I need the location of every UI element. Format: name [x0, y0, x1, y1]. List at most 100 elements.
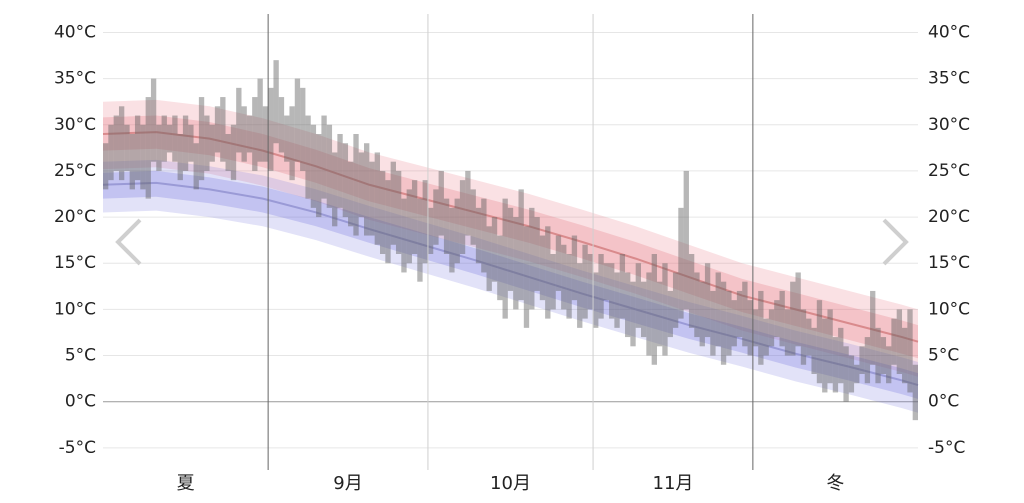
daily-range-bar	[395, 170, 402, 254]
daily-range-bar	[854, 364, 860, 384]
daily-range-bar	[550, 254, 556, 310]
daily-range-bar	[656, 281, 663, 347]
y-tick-label: 35°C	[54, 69, 96, 89]
daily-range-bar	[864, 337, 871, 384]
daily-range-bar	[795, 272, 801, 347]
daily-range-bar	[246, 115, 253, 153]
daily-range-bar	[710, 290, 716, 356]
daily-range-bar	[273, 60, 279, 144]
daily-range-bar	[800, 309, 807, 365]
daily-range-bar	[902, 327, 908, 384]
daily-range-bar	[598, 254, 604, 319]
daily-range-bar	[385, 180, 391, 264]
daily-range-bar	[758, 290, 764, 365]
daily-range-bar	[896, 309, 903, 374]
next-button[interactable]	[882, 218, 909, 266]
daily-range-bar	[459, 180, 466, 254]
prev-button[interactable]	[115, 218, 142, 266]
average-line	[102, 131, 919, 343]
daily-range-bar	[364, 143, 370, 236]
daily-range-bar	[198, 97, 205, 181]
daily-range-bar	[310, 124, 317, 208]
daily-range-bar	[731, 300, 737, 347]
daily-range-bar	[230, 124, 237, 181]
daily-range-bar	[358, 152, 365, 218]
daily-range-bar	[912, 364, 918, 421]
y-tick-label: 40°C	[54, 22, 96, 42]
daily-range-bar	[704, 263, 711, 338]
daily-range-bar	[449, 207, 455, 273]
y2-tick-label: 20°C	[928, 207, 970, 227]
daily-range-bar	[140, 124, 146, 190]
daily-range-bar	[577, 263, 583, 328]
daily-range-bar	[209, 124, 215, 162]
daily-range-bar	[715, 272, 721, 347]
average-line	[102, 181, 919, 387]
daily-range-bar	[678, 207, 684, 319]
daily-range-bar	[268, 87, 274, 171]
x-section-label: 10月	[490, 473, 531, 494]
daily-range-bar	[683, 170, 689, 310]
daily-range-bar	[518, 189, 524, 301]
daily-range-bar	[545, 226, 551, 319]
y-tick-label: -5°C	[59, 438, 96, 458]
daily-range-bar	[406, 189, 412, 264]
y2-tick-label: -5°C	[928, 438, 965, 458]
daily-range-bar	[694, 272, 700, 338]
daily-range-bar	[619, 254, 626, 319]
daily-range-bar	[348, 161, 354, 227]
daily-range-bar	[529, 207, 535, 310]
daily-range-bar	[816, 300, 823, 384]
daily-range-bar	[422, 180, 428, 264]
y2-tick-label: 5°C	[928, 346, 959, 366]
daily-range-bar	[411, 180, 418, 254]
daily-range-bar	[257, 78, 263, 162]
x-section-label: 冬	[826, 473, 844, 494]
daily-range-bar	[134, 115, 141, 181]
y2-tick-label: 15°C	[928, 253, 970, 273]
daily-bars	[103, 60, 918, 421]
daily-range-bar	[603, 263, 610, 301]
daily-range-bar	[646, 272, 652, 356]
daily-range-bar	[321, 115, 327, 199]
daily-range-bar	[374, 152, 380, 245]
daily-range-bar	[390, 161, 396, 245]
daily-range-bar	[332, 152, 338, 227]
daily-range-bar	[124, 124, 130, 171]
daily-range-bar	[806, 318, 812, 356]
daily-range-bar	[513, 217, 519, 310]
daily-range-bar	[566, 254, 572, 319]
daily-range-bar	[625, 272, 631, 338]
daily-range-bar	[720, 281, 727, 365]
daily-range-bar	[870, 290, 876, 365]
daily-range-bar	[150, 78, 157, 162]
daily-range-bar	[571, 235, 578, 301]
daily-range-bar	[438, 170, 444, 236]
percentile-band	[103, 159, 918, 413]
y2-tick-label: 25°C	[928, 161, 970, 181]
daily-range-bar	[108, 124, 114, 181]
daily-range-bar	[294, 78, 301, 162]
axes: -5°C -5°C 0°C 0°C 5°C 5°C 10°C 10°C 15°C 15°C 20°C…	[54, 14, 970, 494]
daily-range-bar	[172, 115, 178, 162]
daily-range-bar	[379, 170, 386, 254]
daily-range-bar	[337, 134, 343, 208]
daily-range-bar	[241, 106, 247, 162]
daily-range-bar	[561, 244, 567, 310]
daily-range-bar	[523, 226, 530, 328]
daily-range-bar	[475, 207, 482, 264]
x-section-label: 9月	[333, 473, 362, 494]
daily-range-bar	[316, 134, 322, 218]
daily-range-bar	[672, 272, 679, 328]
daily-range-bar	[843, 346, 849, 402]
daily-range-bar	[774, 300, 780, 338]
daily-range-bar	[369, 161, 375, 236]
y2-tick-label: 35°C	[928, 69, 970, 89]
daily-range-bar	[752, 309, 759, 347]
daily-range-bar	[609, 263, 615, 319]
y2-tick-label: 30°C	[928, 115, 970, 135]
daily-range-bar	[182, 115, 189, 171]
percentile-band	[103, 115, 918, 359]
daily-range-bar	[113, 115, 119, 171]
daily-range-bar	[667, 290, 673, 338]
